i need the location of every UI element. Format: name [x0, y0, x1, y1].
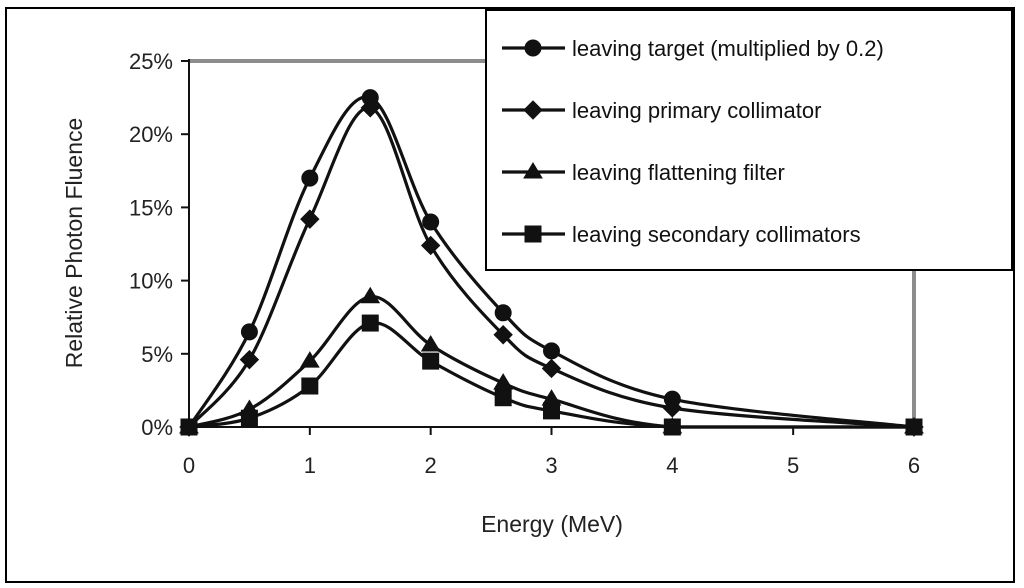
legend-item: leaving target (multiplied by 0.2)	[502, 36, 884, 61]
series-4-point	[180, 418, 198, 436]
series-2-point	[662, 398, 683, 418]
legend-marker	[523, 162, 543, 179]
x-axis-label: Energy (MeV)	[481, 511, 623, 537]
legend-item: leaving primary collimator	[502, 98, 821, 123]
series-4-point	[301, 377, 319, 395]
legend-item: leaving flattening filter	[502, 160, 785, 185]
series-1-point	[422, 213, 440, 231]
series-3-point	[420, 335, 441, 352]
x-tick-label: 5	[787, 453, 799, 478]
y-tick-label: 15%	[129, 195, 173, 220]
series-1-point	[494, 304, 512, 322]
series-4	[180, 314, 923, 436]
series-layer	[179, 89, 924, 437]
series-4-point	[494, 389, 512, 407]
series-4-point	[240, 409, 258, 427]
legend-box	[485, 9, 1013, 271]
x-tick-label: 1	[304, 453, 316, 478]
series-1-point	[240, 323, 258, 341]
x-tick-label: 0	[183, 453, 195, 478]
series-2-point	[420, 235, 441, 256]
legend-marker	[524, 225, 542, 243]
series-2-point	[300, 209, 320, 229]
legend-label: leaving flattening filter	[572, 160, 785, 185]
legend-marker	[524, 39, 542, 57]
x-tick-label: 4	[666, 453, 678, 478]
x-tick-label: 2	[425, 453, 437, 478]
legend: leaving target (multiplied by 0.2) leavin…	[485, 9, 1013, 271]
y-axis-label: Relative Photon Fluence	[61, 118, 87, 369]
y-tick-label: 5%	[141, 342, 173, 367]
series-1-point	[543, 342, 560, 360]
series-4-point	[543, 402, 560, 420]
x-tick-label: 6	[908, 453, 920, 478]
series-4-point	[422, 352, 440, 370]
y-tick-label: 25%	[129, 49, 173, 74]
legend-label: leaving target (multiplied by 0.2)	[572, 36, 884, 61]
y-tick-label: 20%	[129, 122, 173, 147]
series-3-point	[360, 286, 381, 304]
legend-marker	[523, 100, 543, 120]
legend-label: leaving secondary collimators	[572, 222, 861, 247]
series-4-point	[361, 314, 379, 332]
series-2-point	[360, 98, 380, 118]
legend-item: leaving secondary collimators	[502, 222, 861, 247]
legend-label: leaving primary collimator	[572, 98, 821, 123]
series-3-point	[493, 373, 514, 390]
series-4-point	[663, 418, 681, 436]
series-3-point	[299, 351, 320, 368]
y-tick-label: 10%	[129, 269, 173, 294]
x-tick-label: 3	[545, 453, 557, 478]
series-4-point	[905, 418, 923, 436]
series-2-point	[239, 349, 260, 370]
series-1-point	[301, 169, 319, 187]
series-2-point	[493, 325, 513, 345]
y-tick-label: 0%	[141, 415, 173, 440]
series-2-point	[541, 358, 562, 379]
